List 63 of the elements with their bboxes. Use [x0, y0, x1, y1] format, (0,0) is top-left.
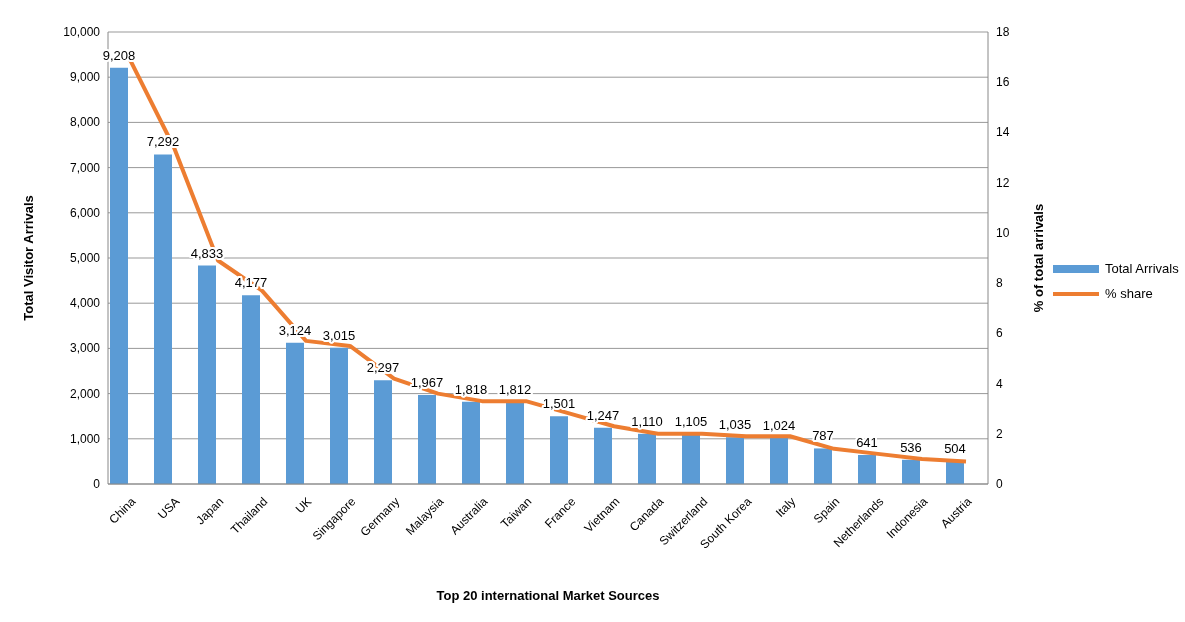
y-tick-label: 8,000 — [69, 115, 101, 130]
bar — [902, 459, 920, 484]
data-label: 1,812 — [498, 382, 532, 398]
data-label: 787 — [812, 428, 834, 444]
bar — [374, 380, 392, 484]
y2-tick-label: 18 — [996, 25, 1010, 39]
bar — [418, 395, 436, 484]
bar — [682, 434, 700, 484]
data-label: 504 — [944, 441, 966, 457]
y2-axis-title: % of total arrivals — [1030, 203, 1046, 313]
x-tick-label: UK — [292, 494, 315, 517]
x-tick-label: Italy — [772, 494, 799, 520]
y-tick-label: 5,000 — [69, 251, 101, 265]
y-tick-label: 7,000 — [69, 160, 101, 175]
bar — [814, 448, 832, 484]
bar — [726, 437, 744, 484]
y-tick-label: 6,000 — [69, 205, 101, 220]
y-tick-label: 1,000 — [69, 431, 101, 446]
bar — [770, 437, 788, 484]
bar — [858, 455, 876, 484]
y2-tick-label: 8 — [996, 276, 1003, 291]
x-tick-label: USA — [154, 494, 183, 522]
bar — [638, 433, 656, 484]
bar — [198, 265, 216, 484]
data-label: 3,015 — [322, 327, 356, 343]
y-tick-label: 10,000 — [63, 25, 101, 39]
data-label: 1,035 — [718, 417, 752, 433]
legend-label: Total Arrivals — [1105, 261, 1179, 276]
data-label: 1,110 — [631, 413, 663, 429]
bar — [594, 427, 612, 484]
y-tick-label: 3,000 — [69, 341, 101, 356]
y-axis-title: Total Visitor Arrivals — [20, 195, 36, 321]
bar — [550, 416, 568, 484]
data-label: 1,818 — [454, 381, 488, 397]
bar — [110, 67, 128, 484]
data-label: 536 — [900, 439, 922, 455]
y2-tick-label: 0 — [996, 477, 1003, 491]
y-tick-label: 2,000 — [69, 386, 101, 401]
bar — [462, 401, 480, 484]
data-label: 1,247 — [586, 407, 620, 423]
y2-tick-label: 12 — [996, 175, 1010, 190]
y2-tick-label: 10 — [996, 225, 1010, 240]
y2-tick-label: 2 — [996, 426, 1003, 441]
bar — [154, 154, 172, 484]
y-tick-label: 4,000 — [69, 296, 101, 311]
bar — [330, 347, 348, 484]
data-label: 1,024 — [762, 417, 796, 433]
data-label: 9,208 — [102, 47, 136, 63]
y2-tick-label: 4 — [996, 376, 1003, 391]
y2-tick-label: 16 — [996, 75, 1010, 90]
data-label: 1,105 — [674, 414, 708, 430]
data-label: 641 — [856, 435, 878, 451]
y-tick-label: 9,000 — [69, 70, 101, 85]
y-tick-label: 0 — [93, 477, 101, 491]
data-label: 1,967 — [410, 375, 444, 391]
y2-tick-label: 14 — [996, 125, 1010, 140]
x-axis-title: Top 20 international Market Sources — [436, 588, 660, 603]
bar — [286, 342, 304, 484]
data-label: 1,501 — [542, 396, 576, 412]
bar — [506, 402, 524, 484]
legend-label: % share — [1105, 286, 1153, 301]
bar — [242, 295, 260, 484]
y2-tick-label: 6 — [996, 326, 1003, 341]
